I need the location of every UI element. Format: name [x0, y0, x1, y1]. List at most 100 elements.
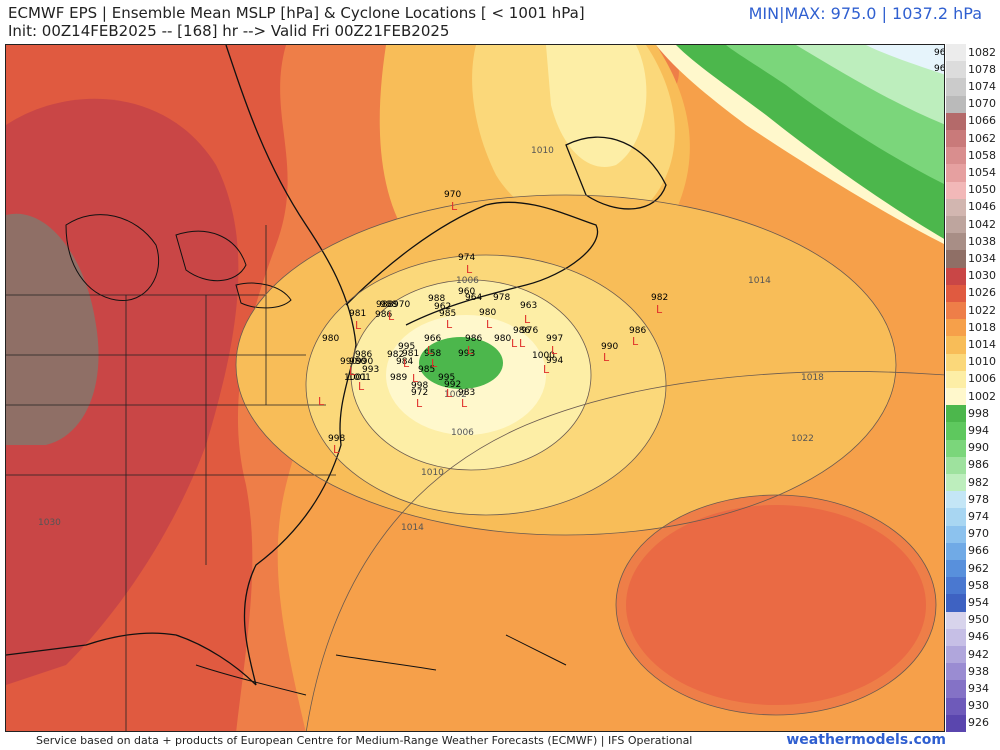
newfoundland-coast	[565, 136, 667, 210]
cyclone-label: 986	[513, 326, 530, 336]
cyclone-label: 993	[458, 349, 475, 359]
low-marker: L	[333, 443, 340, 456]
legend-swatch	[946, 628, 966, 647]
pressure-legend: 1082 1078 1074 1070 1066 1062 1058 1054 1050 1046…	[946, 44, 1000, 733]
low-marker: L	[349, 365, 356, 378]
site-link[interactable]: weathermodels.com	[786, 732, 946, 748]
legend-label: 1002	[968, 389, 996, 403]
isobar-1010	[305, 254, 667, 516]
legend-label: 966	[968, 544, 989, 558]
cyclone-label: 980	[494, 334, 511, 344]
low-marker: L	[486, 318, 493, 331]
cyclone-label: 995	[398, 342, 415, 352]
cyclone-label: 978	[493, 293, 510, 303]
legend-label: 942	[968, 647, 989, 661]
state-borders	[6, 225, 336, 731]
low-marker: L	[318, 395, 325, 408]
legend-label: 1010	[968, 355, 996, 369]
legend-label: 930	[968, 699, 989, 713]
legend-label: 1050	[968, 183, 996, 197]
map-title: ECMWF EPS | Ensemble Mean MSLP [hPa] & C…	[8, 4, 585, 22]
legend-swatch	[946, 233, 966, 252]
map-subtitle: Init: 00Z14FEB2025 -- [168] hr --> Valid…	[8, 22, 450, 40]
legend-label: 1058	[968, 148, 996, 162]
cyclone-label: 985	[439, 309, 456, 319]
cyclone-label: 960	[458, 287, 475, 297]
cyclone-label: 1001	[344, 373, 367, 383]
cyclone-label-group: 964 962 974 970 988 970 988 962 985 964 …	[322, 48, 944, 444]
contour-label: 1014	[748, 276, 771, 286]
cyclone-label: 983	[458, 388, 475, 398]
cyclone-label: 986	[629, 326, 646, 336]
cyclone-label: 995	[438, 373, 455, 383]
legend-label: 986	[968, 458, 989, 472]
fill-998-low	[419, 337, 503, 389]
low-marker: L	[466, 263, 473, 276]
legend-label: 954	[968, 596, 989, 609]
cyclone-label: 984	[396, 357, 413, 367]
legend-swatch	[946, 388, 966, 406]
legend-swatch	[946, 680, 966, 699]
contour-label: 1010	[421, 468, 444, 478]
legend-label: 1030	[968, 269, 996, 283]
legend-swatch	[946, 474, 966, 492]
caribbean-islands	[195, 634, 567, 696]
legend-label: 1014	[968, 338, 996, 351]
cyclone-label: 1000	[532, 351, 555, 361]
low-marker: L	[412, 372, 419, 385]
low-marker: L	[524, 313, 531, 326]
low-marker: L	[451, 200, 458, 213]
fill-978-ne	[866, 45, 944, 75]
legend-swatch	[946, 508, 966, 527]
cyclone-label: 963	[520, 301, 537, 311]
legend-swatch	[946, 491, 966, 510]
cyclone-label: 980	[479, 308, 496, 318]
legend-swatch	[946, 663, 966, 682]
isobar-1006	[350, 279, 592, 471]
fill-1006-north	[546, 45, 647, 167]
legend-label: 1018	[968, 320, 996, 334]
legend-label: 1078	[968, 62, 996, 76]
cyclone-label: 997	[546, 334, 563, 344]
legend-label: 1074	[968, 80, 996, 93]
contour-label: 1022	[791, 434, 814, 444]
cyclone-label: 998	[411, 381, 428, 391]
cyclone-label: 966	[424, 334, 441, 344]
low-marker: L	[603, 351, 610, 364]
legend-label: 938	[968, 664, 989, 678]
low-marker: L	[446, 318, 453, 331]
legend-swatch	[946, 164, 966, 183]
fill-1034	[6, 213, 99, 445]
legend-label: 1042	[968, 217, 996, 231]
low-marker: L	[656, 303, 663, 316]
legend-label: 1022	[968, 303, 996, 317]
cyclone-label: 990	[601, 342, 618, 352]
legend-label: 950	[968, 613, 989, 627]
legend-label: 926	[968, 716, 989, 730]
cyclone-label: 972	[411, 388, 428, 398]
min-max-readout: MIN|MAX: 975.0 | 1037.2 hPa	[748, 4, 982, 23]
legend-label: 974	[968, 510, 989, 523]
low-marker: L	[461, 397, 468, 410]
cyclone-label: 982	[651, 293, 668, 303]
great-lakes	[65, 214, 292, 309]
legend-label: 1006	[968, 372, 996, 386]
legend-swatch	[946, 147, 966, 166]
legend-label: 1034	[968, 252, 996, 265]
cyclone-label: 994	[546, 356, 563, 366]
legend-label: 990	[968, 441, 989, 455]
legend-swatch	[946, 422, 966, 441]
low-marker: L	[943, 73, 945, 86]
cyclone-label: 962	[434, 302, 451, 312]
legend-label: 994	[968, 424, 989, 437]
cyclone-label: 988	[428, 294, 445, 304]
contour-label: 1006	[456, 276, 479, 286]
low-marker: L	[519, 337, 526, 350]
cyclone-label: 981	[402, 349, 419, 359]
legend-swatch	[946, 61, 966, 80]
cyclone-label: 970	[393, 300, 410, 310]
cyclone-label: 981	[349, 309, 366, 319]
isobar-1022	[615, 494, 937, 716]
low-marker: L	[551, 344, 558, 357]
cyclone-label: 992	[444, 380, 461, 390]
